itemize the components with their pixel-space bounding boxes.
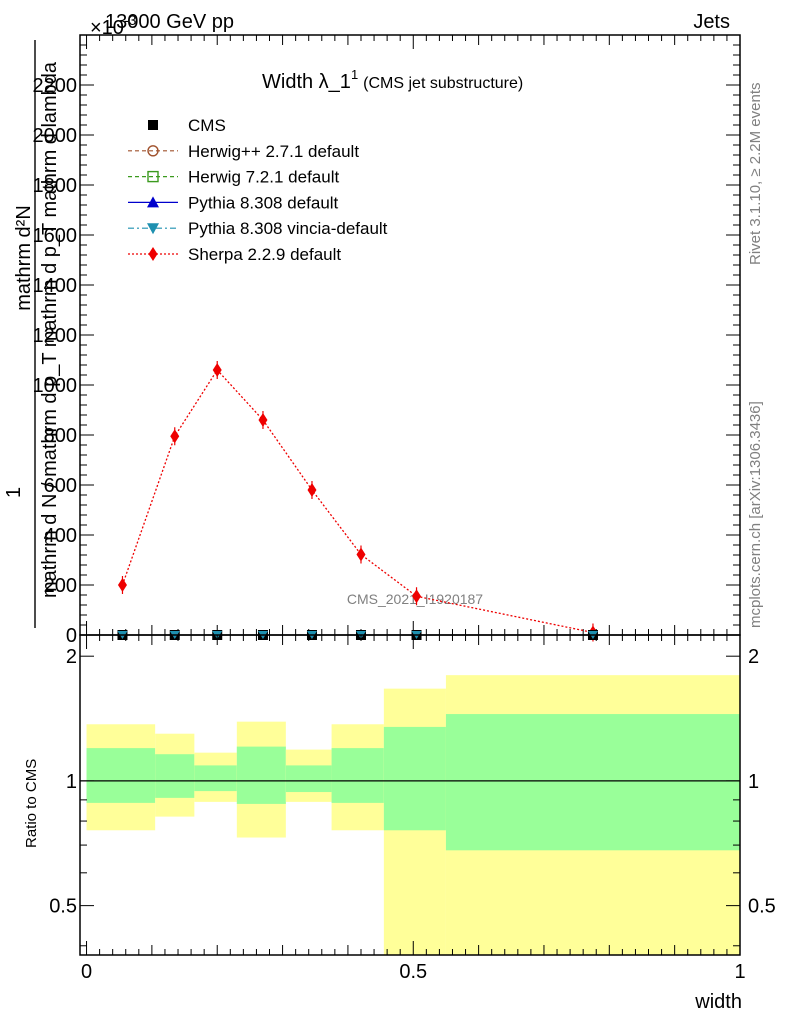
main-y-tick-label: 2000 — [33, 125, 78, 147]
sherpa-point — [170, 429, 180, 444]
ratio-y-tick-label: 1 — [66, 771, 77, 793]
ratio-y-tick-label: 2 — [748, 646, 759, 668]
ratio-band-inner — [383, 726, 446, 831]
ratio-bands — [86, 675, 740, 955]
legend-marker-pythia — [147, 196, 159, 208]
sherpa-line — [121, 368, 594, 634]
plot-title-sup: 1 — [351, 67, 358, 82]
main-y-tick-label: 1200 — [33, 325, 78, 347]
main-y-tick-label: 1800 — [33, 175, 78, 197]
ratio-y-ticks — [80, 655, 740, 947]
x-axis-label: width — [694, 991, 742, 1013]
sherpa-point — [412, 589, 422, 604]
ratio-band-inner — [285, 765, 332, 793]
main-y-tick-label: 800 — [44, 425, 77, 447]
y-label-numerator: mathrm d²N — [13, 205, 35, 311]
main-y-tick-label: 600 — [44, 475, 77, 497]
ratio-y-tick-labels-right: 0.5 1 2 — [748, 646, 776, 917]
ratio-band-inner — [155, 754, 195, 798]
main-y-axis-label: 1 mathrm d²N mathrm d N / mathrm d p_T m… — [3, 40, 61, 628]
main-y-tick-label: 200 — [44, 575, 77, 597]
mcplots-label: mcplots.cern.ch [arXiv:1306.3436] — [747, 401, 764, 628]
y-label-one: 1 — [3, 487, 25, 498]
ratio-x-tick-label: 0.5 — [399, 961, 427, 983]
ratio-y-tick-labels-left: 0.5 1 2 — [49, 646, 77, 917]
y-label-denominator: mathrm d N / mathrm d p_T mathrm d p_T m… — [39, 61, 61, 598]
legend-entry-herwig7: Herwig 7.2.1 default — [128, 168, 339, 187]
ratio-y-axis-label: Ratio to CMS — [23, 759, 40, 848]
sherpa-point — [307, 483, 317, 497]
main-y-tick-label: 2200 — [33, 75, 78, 97]
sherpa-point — [117, 578, 127, 592]
legend-entry-vincia: Pythia 8.308 vincia-default — [128, 219, 388, 238]
legend-entry-herwigpp: Herwig++ 2.7.1 default — [128, 142, 359, 161]
exponent-power: -3 — [124, 12, 137, 28]
legend-label: Sherpa 2.2.9 default — [188, 245, 341, 264]
legend-marker-vincia — [147, 223, 159, 235]
ratio-panel: 0.512 0.512 0 0.5 1 Ratio to CMS width — [23, 634, 776, 1013]
rivet-label: Rivet 3.1.10, ≥ 2.2M events — [747, 83, 764, 266]
legend-marker-herwigpp — [147, 145, 159, 157]
energy-label: 13000 GeV pp — [105, 11, 234, 33]
ratio-x-tick-label: 0 — [81, 961, 92, 983]
ratio-x-tick-labels: 0 0.5 1 — [81, 961, 746, 983]
ratio-band-inner — [86, 748, 156, 803]
ratio-band-inner — [194, 765, 237, 792]
plot-title-sub: (CMS jet substructure) — [363, 75, 523, 92]
ratio-frame — [79, 634, 741, 956]
legend-marker-cms — [148, 120, 158, 130]
ratio-band-inner — [236, 746, 286, 804]
legend-entry-cms: CMS — [148, 116, 226, 135]
legend-entry-pythia: Pythia 8.308 default — [128, 193, 339, 212]
legend-label: Herwig++ 2.7.1 default — [188, 142, 359, 161]
legend-marker-sherpa — [148, 247, 158, 261]
ratio-x-ticks — [86, 635, 741, 955]
main-frame — [79, 34, 741, 636]
legend-label: Pythia 8.308 default — [188, 193, 339, 212]
main-y-tick-label: 400 — [44, 525, 77, 547]
main-y-tick-label: 1000 — [33, 375, 78, 397]
legend-label: Herwig 7.2.1 default — [188, 168, 339, 187]
main-y-ticks — [80, 34, 740, 636]
legend: CMS Herwig++ 2.7.1 default Herwig 7.2.1 de… — [128, 116, 388, 264]
main-y-tick-label: 1600 — [33, 225, 78, 247]
ratio-band-inner — [445, 714, 740, 851]
ratio-y-tick-label: 0.5 — [49, 896, 77, 918]
ratio-x-tick-label: 1 — [734, 961, 745, 983]
main-y-tick-label: 0 — [66, 625, 77, 647]
legend-label: CMS — [188, 116, 226, 135]
ratio-y-tick-label: 0.5 — [748, 896, 776, 918]
ratio-y-tick-label: 1 — [748, 771, 759, 793]
legend-label: Pythia 8.308 vincia-default — [188, 219, 388, 238]
category-label: Jets — [693, 11, 730, 33]
main-y-tick-label: 1400 — [33, 275, 78, 297]
ratio-y-tick-label: 2 — [66, 646, 77, 668]
main-panel: 0 200 400 600 800 1000 1200 1400 1600 1800 2000 220… — [3, 34, 741, 647]
ratio-band-inner — [331, 748, 384, 803]
plot-title: Width λ_11(CMS jet substructure) — [262, 67, 523, 93]
sherpa-point — [356, 547, 366, 562]
main-y-tick-labels: 0 200 400 600 800 1000 1200 1400 1600 1800 2000 220… — [33, 75, 78, 647]
main-x-ticks — [86, 35, 741, 635]
legend-marker-herwig7 — [147, 170, 159, 183]
legend-entry-sherpa: Sherpa 2.2.9 default — [128, 245, 341, 264]
sherpa-point — [258, 413, 268, 427]
sherpa-point — [212, 363, 222, 377]
exponent-label: ×10-3 — [90, 12, 137, 39]
